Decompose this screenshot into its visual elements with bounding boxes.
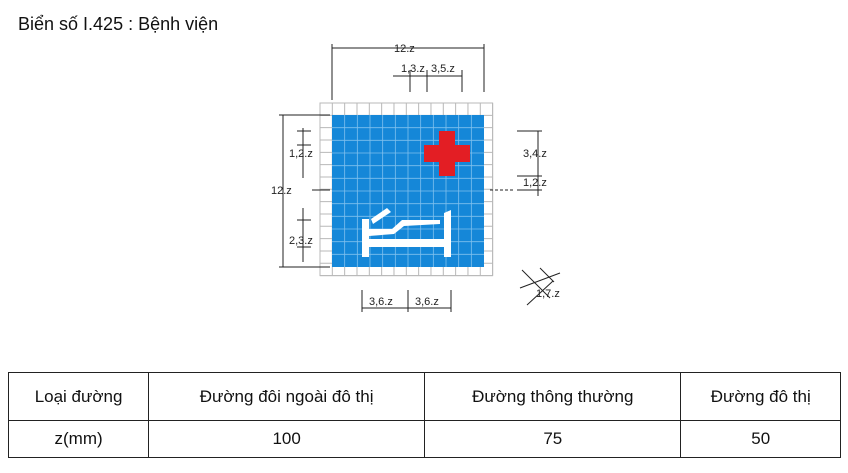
dim-top-b: 3,5.z (431, 63, 455, 75)
table-header-cell: Đường đô thị (680, 372, 841, 421)
dim-top-width: 12.z (394, 43, 415, 55)
dim-right-cross: 3,4.z (523, 148, 547, 160)
table-row: z(mm) 100 75 50 (7, 420, 841, 458)
spec-table: Loại đường Đường đôi ngoài đô thị Đường … (7, 372, 841, 458)
dim-left-lower: 2,3.z (289, 235, 313, 247)
table-cell: 100 (148, 420, 426, 458)
page-title: Biển số I.425 : Bệnh viện (18, 14, 219, 34)
table-header-cell: Đường thông thường (424, 372, 682, 421)
dimension-lines (279, 44, 561, 312)
dim-corner: 1,7.z (536, 288, 560, 300)
table-cell: 75 (424, 420, 682, 458)
sign-diagram: 12.z 1,3.z 3,5.z 12.z 1,2.z 2,3.z 3,4.z … (271, 43, 561, 312)
dim-bottom-b: 3,6.z (415, 296, 439, 308)
dim-top-a: 1,3.z (401, 63, 425, 75)
dim-left-height: 12.z (271, 185, 292, 197)
table-cell: 50 (680, 420, 841, 458)
table-header-cell: Loại đường (7, 372, 150, 421)
table-header-cell: Đường đôi ngoài đô thị (148, 372, 426, 421)
table-cell: z(mm) (7, 420, 150, 458)
dim-right-gap: 1,2.z (523, 177, 547, 189)
hospital-bed-icon (362, 208, 451, 257)
table-header-row: Loại đường Đường đôi ngoài đô thị Đường … (7, 372, 841, 421)
dim-bottom-a: 3,6.z (369, 296, 393, 308)
red-cross-icon (424, 131, 470, 176)
dim-left-upper: 1,2.z (289, 148, 313, 160)
